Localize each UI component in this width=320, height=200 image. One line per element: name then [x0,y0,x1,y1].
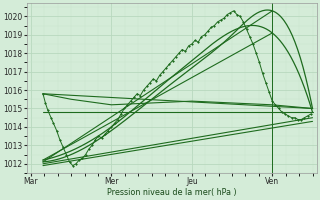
X-axis label: Pression niveau de la mer( hPa ): Pression niveau de la mer( hPa ) [107,188,236,197]
